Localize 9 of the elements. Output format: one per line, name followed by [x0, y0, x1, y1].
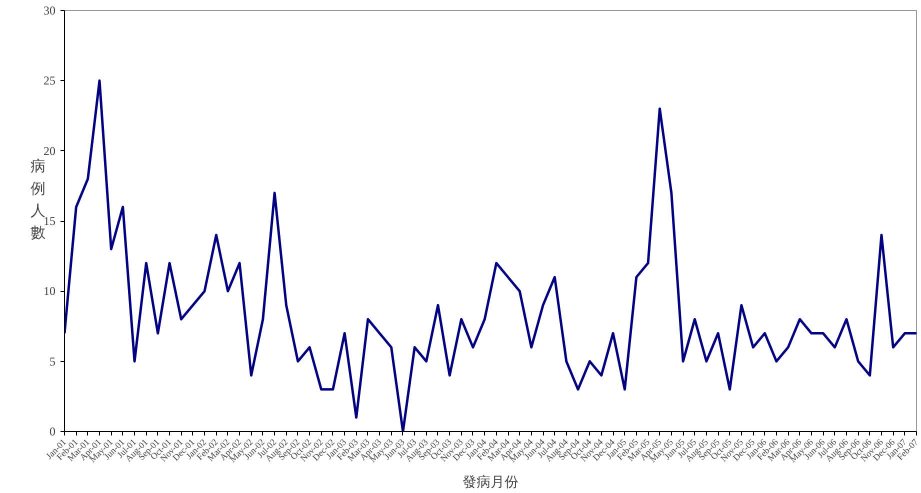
y-axis-title: 病例人數 [30, 158, 46, 242]
y-tick-label: 5 [50, 354, 56, 368]
y-tick-label: 25 [44, 74, 56, 88]
x-axis-title: 發病月份 [462, 474, 518, 491]
y-tick-label: 0 [50, 424, 56, 438]
y-tick-label: 20 [44, 144, 56, 158]
y-tick-label: 10 [44, 284, 56, 298]
y-tick-label: 15 [44, 214, 56, 228]
y-tick-label: 30 [44, 4, 56, 18]
